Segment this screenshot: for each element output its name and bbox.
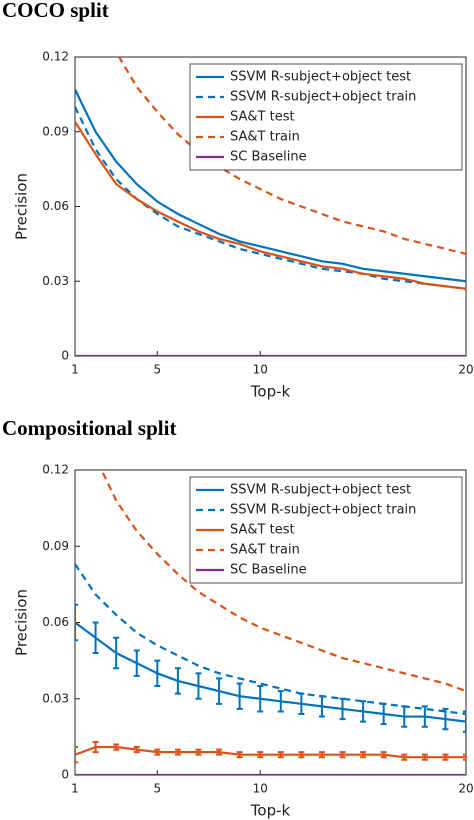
error-bar [463,710,466,733]
error-bar [113,636,120,670]
error-bar [92,621,99,654]
error-bar [339,751,346,759]
error-bar [442,753,449,761]
x-tick-label: 20 [458,782,473,796]
error-bar [236,682,243,710]
legend-box [189,63,463,171]
error-bar [463,753,466,761]
error-bar [360,751,367,759]
y-tick-label: 0.09 [42,539,69,553]
error-bar [257,685,264,713]
x-tick-label: 1 [71,782,79,796]
error-bar [236,751,243,759]
error-bar [298,751,305,759]
error-bar [75,603,78,642]
x-tick-label: 10 [253,782,268,796]
series-group [75,470,466,775]
error-bar [195,672,202,700]
line [100,470,466,693]
line [75,621,466,723]
error-bar [92,740,99,754]
legend-label: SA&T test [230,523,295,538]
line [75,563,466,716]
x-tick-label: 1 [71,363,79,377]
error-bar [154,748,161,756]
error-bar [442,707,449,731]
line [75,121,466,290]
error-bar [174,748,181,756]
chart-title: COCO split [2,0,109,22]
legend: SSVM R-subject+object test SSVM R-subject… [189,63,463,171]
chart-title: Compositional split [2,416,176,440]
legend-label: SC Baseline [230,563,307,578]
legend-label: SSVM R-subject+object train [230,503,416,518]
error-bar [195,748,202,756]
y-axis-label: Precision [13,173,31,240]
error-bar [133,746,140,754]
y-tick-label: 0.12 [42,463,69,477]
x-axis-label: Top-k [250,383,291,401]
error-bar [380,751,387,759]
line [75,106,466,290]
error-bar [421,705,428,728]
legend-label: SSVM R-subject+object test [230,483,411,498]
y-tick-label: 0.12 [42,50,69,64]
legend-label: SA&T train [230,543,300,558]
legend-label: SC Baseline [230,150,307,165]
error-bar [174,667,181,695]
error-bar [75,746,78,764]
error-bar [133,649,140,677]
y-tick-label: 0 [61,349,69,363]
error-bar [421,753,428,761]
error-bar [318,751,325,759]
y-tick-label: 0.06 [42,199,69,213]
x-axis-label: Top-k [250,802,291,820]
line [75,88,466,283]
x-tick-label: 5 [153,782,161,796]
error-bar [277,751,284,759]
legend-label: SSVM R-subject+object train [230,90,416,105]
x-tick-label: 10 [253,363,268,377]
error-bar [113,743,120,751]
y-tick-label: 0.03 [42,691,69,705]
error-bar [216,748,223,756]
error-bar [154,659,161,688]
legend-box [189,476,463,584]
line [75,745,466,759]
subplot: Compositional split 0 0.03 0.06 0.09 0.12 1 5 10… [2,416,474,820]
y-axis-label: Precision [13,589,31,656]
x-tick-label: 5 [153,363,161,377]
legend-label: SSVM R-subject+object test [230,70,411,85]
error-bar [401,753,408,761]
legend: SSVM R-subject+object test SSVM R-subject… [189,476,463,584]
legend-label: SA&T train [230,130,300,145]
y-tick-label: 0.03 [42,274,69,288]
error-bar [277,690,284,713]
x-tick-label: 20 [458,363,473,377]
error-bar [216,677,223,705]
line [117,57,466,255]
y-tick-label: 0 [61,768,69,782]
legend-label: SA&T test [230,110,295,125]
series-group [75,57,466,356]
error-bar [257,751,264,759]
y-tick-label: 0.06 [42,615,69,629]
subplot: COCO split 0 0.03 0.06 0.09 0.12 1 5 10 20 Top-k Pr… [2,0,474,401]
y-tick-label: 0.09 [42,124,69,138]
